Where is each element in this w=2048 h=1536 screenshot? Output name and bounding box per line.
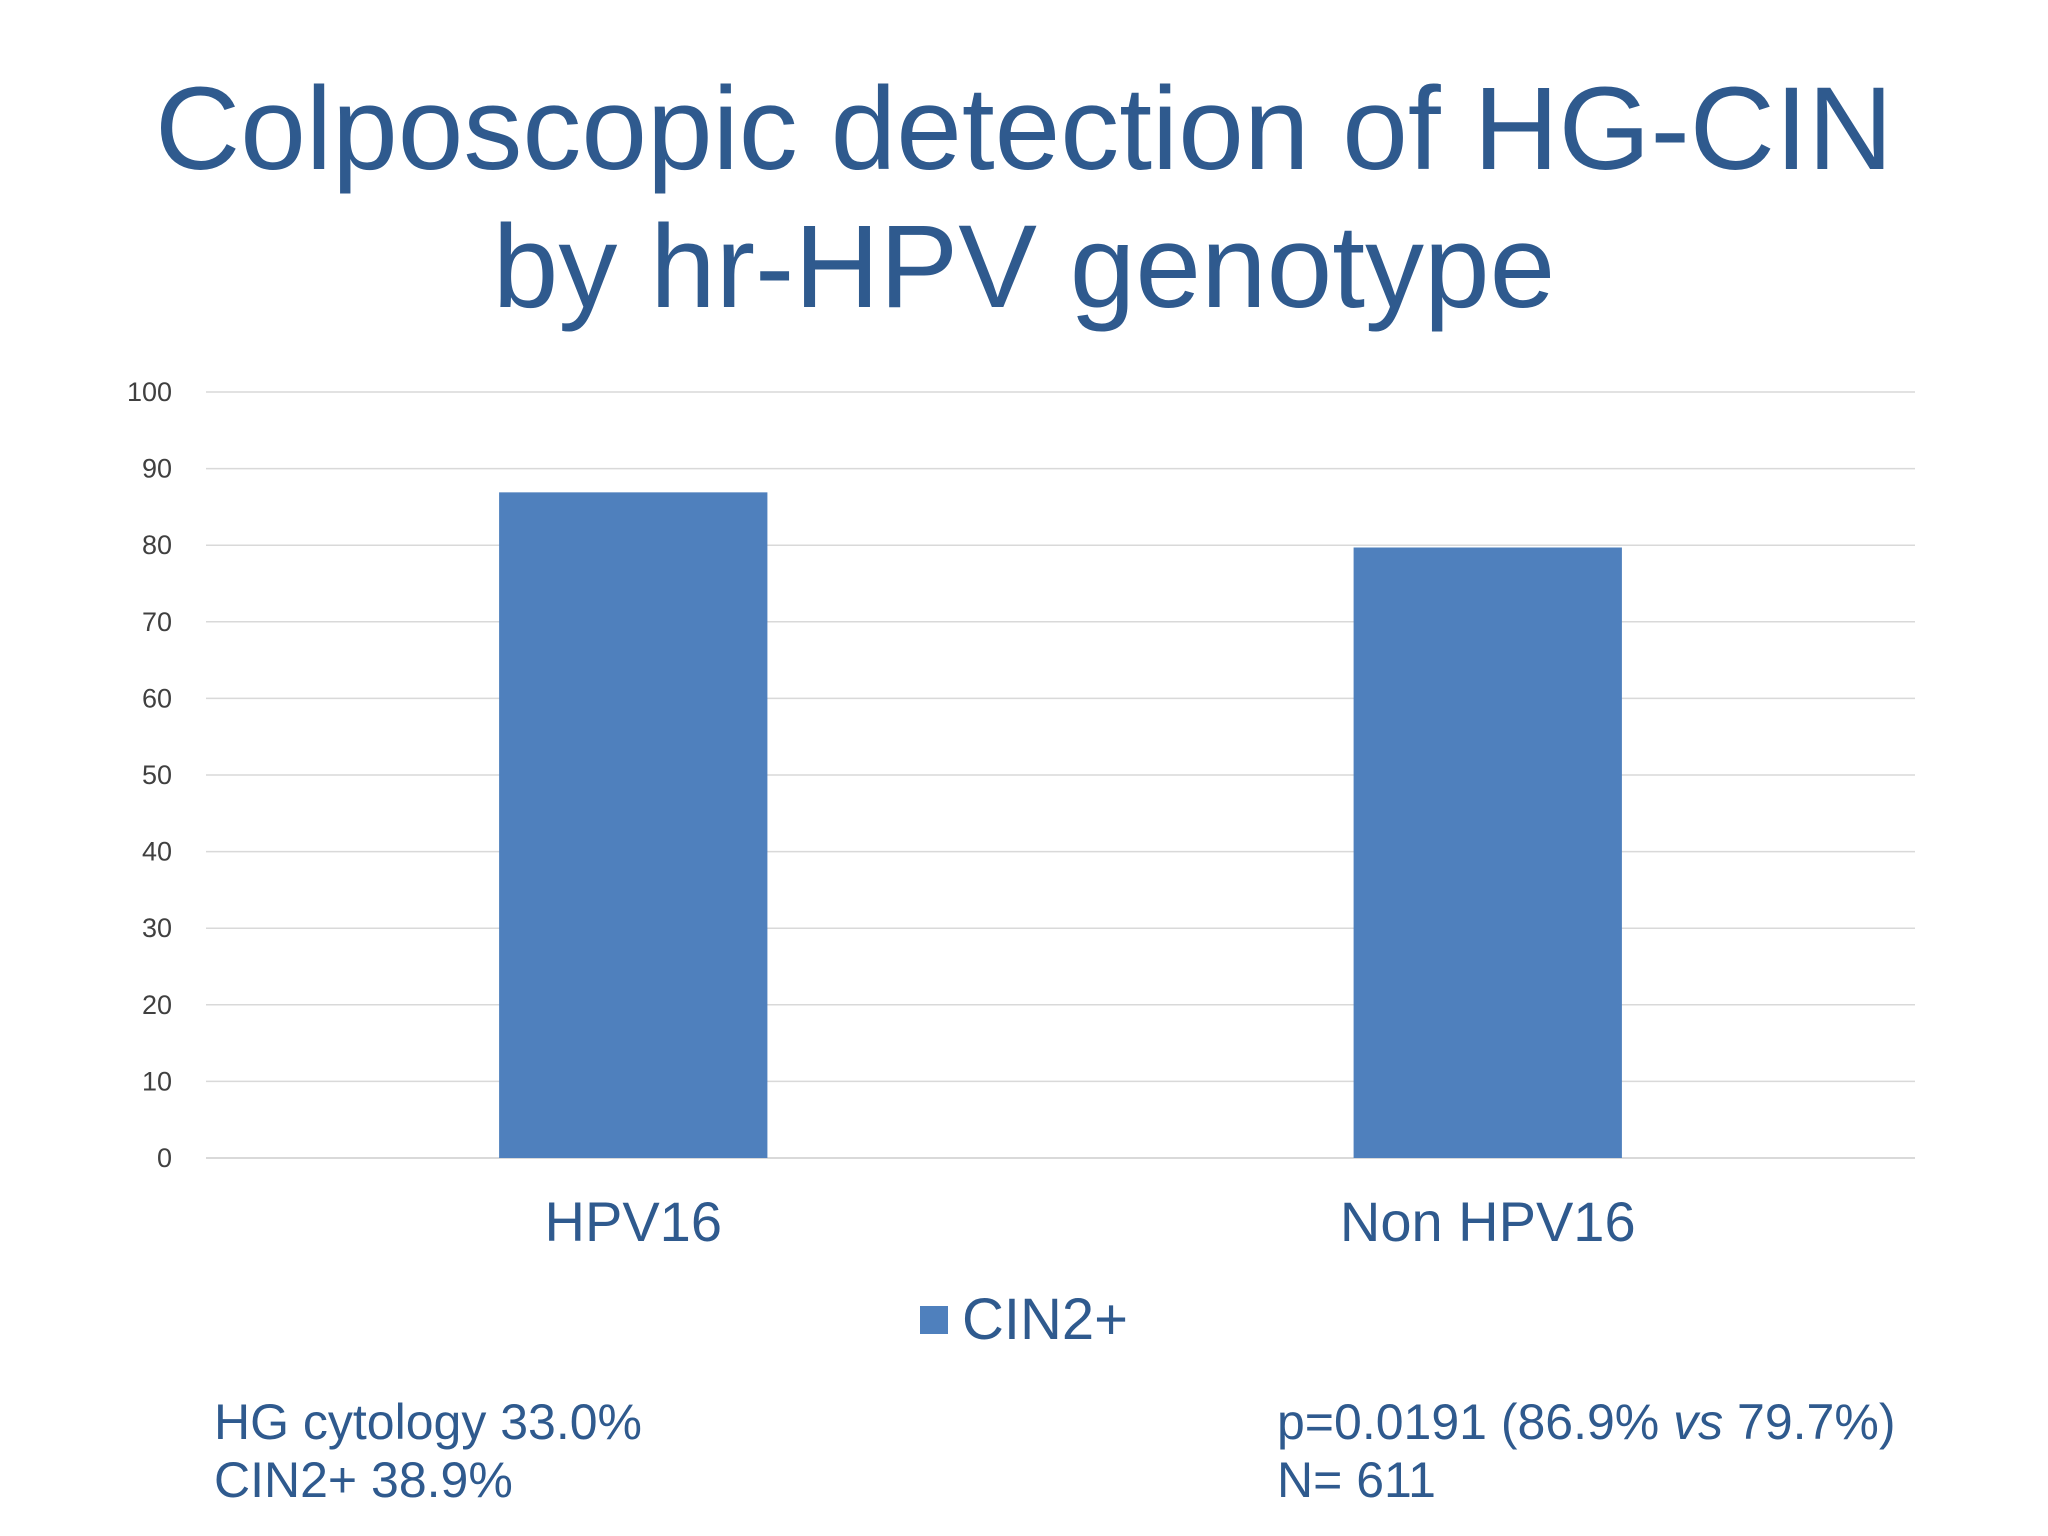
legend: CIN2+	[0, 1286, 2048, 1353]
gridlines	[206, 391, 1915, 1159]
y-tick-label: 20	[142, 990, 172, 1020]
y-tick-label: 40	[142, 837, 172, 867]
footnote-sample-size: N= 611	[1277, 1452, 1436, 1508]
legend-swatch	[919, 1305, 948, 1334]
x-tick-label: HPV16	[545, 1190, 722, 1253]
legend-label: CIN2+	[961, 1287, 1128, 1352]
y-tick-label: 70	[142, 607, 172, 637]
footnote-right: p=0.0191 (86.9% vs 79.7%) N= 611	[1277, 1393, 1895, 1509]
bars	[499, 492, 1622, 1158]
y-tick-label: 80	[142, 530, 172, 560]
y-tick-label: 30	[142, 913, 172, 943]
footnote-p-value: p=0.0191 (86.9% vs 79.7%)	[1277, 1394, 1896, 1450]
chart-title-line-1: Colposcopic detection of HG-CIN	[155, 63, 1893, 195]
footnote-cin2-rate: CIN2+ 38.9%	[214, 1452, 513, 1508]
bar-hpv16	[499, 492, 768, 1158]
y-tick-label: 10	[142, 1066, 172, 1096]
y-tick-label: 100	[127, 377, 172, 407]
y-tick-label: 90	[142, 454, 172, 484]
x-tick-label: Non HPV16	[1340, 1190, 1636, 1253]
chart-title: Colposcopic detection of HG-CIN by hr-HP…	[0, 60, 2048, 336]
bar-non-hpv16	[1353, 547, 1622, 1158]
footnote-left: HG cytology 33.0% CIN2+ 38.9%	[214, 1393, 642, 1509]
y-tick-label: 50	[142, 760, 172, 790]
bar-chart: 0 10 20 30 40 50 60 70 80 90 100 HPV16 Non HPV16	[127, 377, 1915, 1253]
y-tick-label: 60	[142, 683, 172, 713]
chart-title-line-2: by hr-HPV genotype	[492, 201, 1556, 333]
y-tick-label: 0	[157, 1143, 172, 1173]
y-axis-ticks: 0 10 20 30 40 50 60 70 80 90 100	[127, 377, 172, 1173]
footnote-hg-cytology: HG cytology 33.0%	[214, 1394, 642, 1450]
x-axis-ticks: HPV16 Non HPV16	[545, 1190, 1636, 1253]
